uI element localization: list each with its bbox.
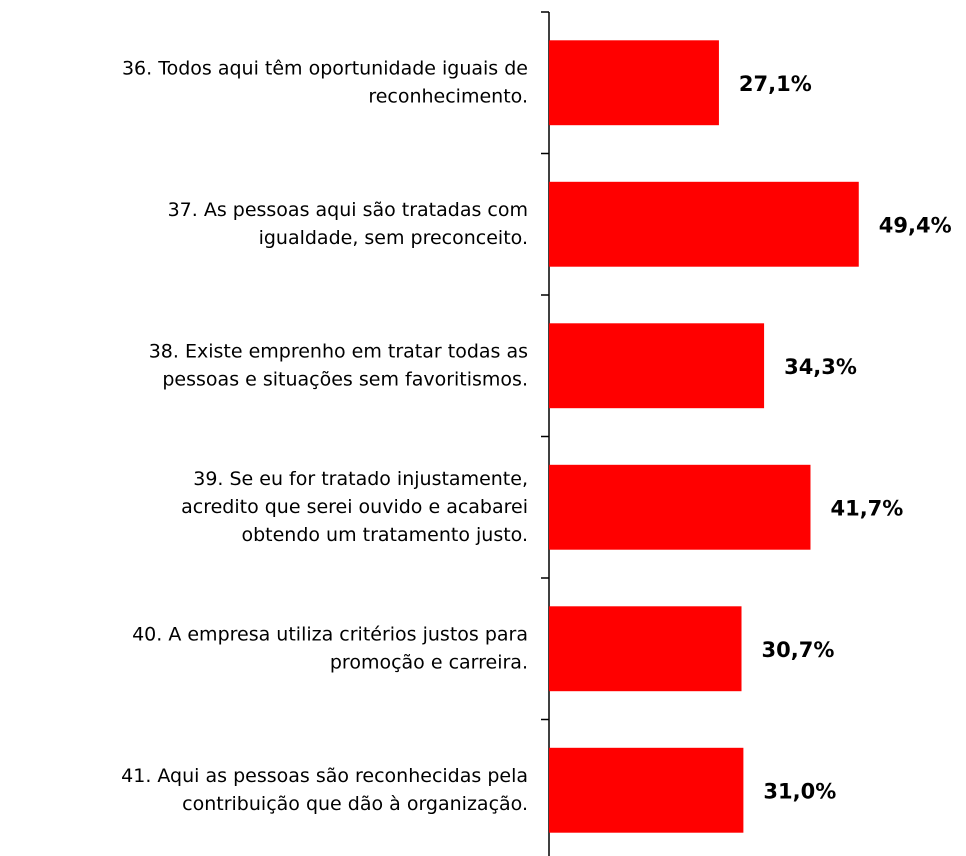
category-label: acredito que serei ouvido e acabarei xyxy=(181,496,528,518)
bar xyxy=(549,40,719,126)
value-label: 49,4% xyxy=(879,213,952,237)
bar xyxy=(549,606,742,692)
category-label: pessoas e situações sem favoritismos. xyxy=(162,368,528,390)
value-label: 30,7% xyxy=(762,638,835,662)
value-label: 27,1% xyxy=(739,72,812,96)
category-label: promoção e carreira. xyxy=(330,651,528,673)
category-label: 38. Existe emprenho em tratar todas as xyxy=(149,340,528,362)
bar xyxy=(549,747,744,833)
category-label: reconhecimento. xyxy=(368,85,528,107)
category-label: igualdade, sem preconceito. xyxy=(259,227,528,249)
value-label: 31,0% xyxy=(763,779,836,803)
value-label: 41,7% xyxy=(830,496,903,520)
category-label: 37. As pessoas aqui são tratadas com xyxy=(168,199,528,221)
bar xyxy=(549,464,811,550)
category-label: 41. Aqui as pessoas são reconhecidas pel… xyxy=(121,765,528,787)
value-label: 34,3% xyxy=(784,355,857,379)
bar xyxy=(549,323,765,409)
bar xyxy=(549,181,859,267)
category-label: contribuição que dão à organização. xyxy=(182,793,528,815)
category-label: 40. A empresa utiliza critérios justos p… xyxy=(132,623,528,645)
category-label: obtendo um tratamento justo. xyxy=(241,524,528,546)
category-label: 36. Todos aqui têm oportunidade iguais d… xyxy=(122,57,528,79)
category-label: 39. Se eu for tratado injustamente, xyxy=(193,468,528,490)
